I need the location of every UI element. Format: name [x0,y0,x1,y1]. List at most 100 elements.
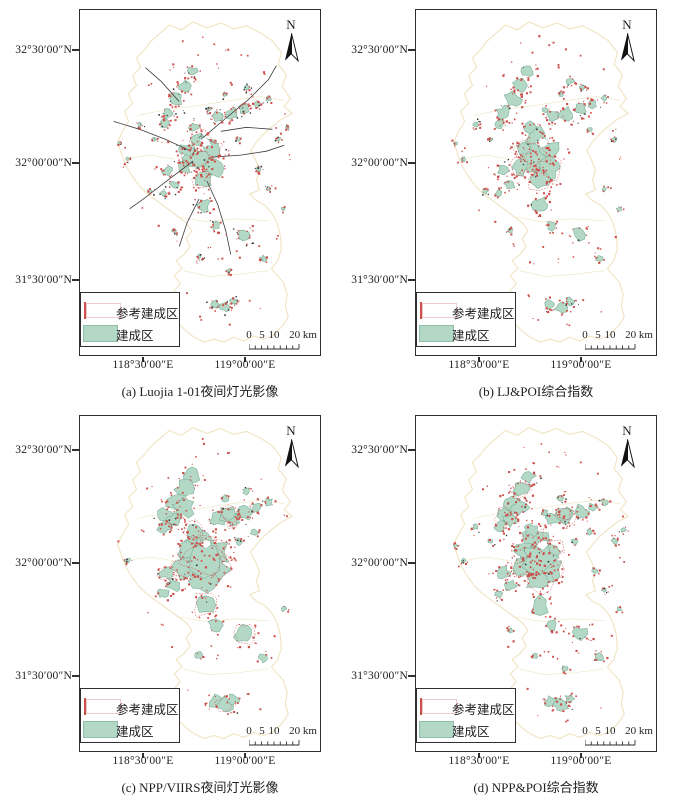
latitude-label: 32°00′00″N [351,557,408,569]
scale-ruler [249,344,300,350]
latitude-label: 32°30′00″N [15,44,72,56]
latitude-label: 32°30′00″N [351,44,408,56]
map-canvas-npp-poi [452,427,629,739]
latitude-tick [72,162,79,164]
map-panel-d: 32°30′00″N 32°00′00″N 31°30′00″N N 参考建成区 [336,406,675,802]
legend-row-reference: 参考建成区 [81,698,179,718]
longitude-tick [244,752,246,758]
longitude-label: 119°00′00″E [214,359,276,371]
latitude-tick [72,279,79,281]
reference-builtup-swatch [422,303,457,318]
builtup-swatch [419,325,454,342]
longitude-tick [478,356,480,362]
north-label: N [286,17,296,32]
latitude-label: 31°30′00″N [351,670,408,682]
latitude-label: 31°30′00″N [15,274,72,286]
latitude-label: 31°30′00″N [351,274,408,286]
scale-label: 10 [268,329,280,341]
latitude-label: 32°00′00″N [351,157,408,169]
reference-builtup-swatch [422,699,457,714]
latitude-label: 32°30′00″N [15,444,72,456]
map-legend: 参考建成区 建成区 [80,292,180,347]
scale-label: 10 [268,725,280,737]
legend-label: 建成区 [452,329,490,343]
longitude-tick [142,752,144,758]
scale-label: 10 [604,725,616,737]
map-legend: 参考建成区 建成区 [416,688,516,743]
longitude-label: 119°00′00″E [214,755,276,767]
scale-label: 20 km [625,329,653,341]
latitude-tick [72,562,79,564]
longitude-label: 118°30′00″E [448,755,510,767]
scale-label: 5 [259,329,265,341]
legend-label: 参考建成区 [116,307,179,321]
north-label: N [622,423,632,438]
reference-red-tick [420,302,423,319]
scale-ruler [585,740,636,746]
longitude-tick [142,356,144,362]
map-canvas-luojia [113,21,293,343]
reference-builtup-swatch [86,699,121,714]
panel-caption: (d) NPP&POI综合指数 [473,780,599,795]
latitude-tick [408,449,415,451]
reference-red-tick [84,698,87,715]
latitude-tick [72,449,79,451]
map-canvas-lj-poi [451,21,629,343]
legend-row-reference: 参考建成区 [417,302,515,322]
latitude-label: 31°30′00″N [15,670,72,682]
longitude-label: 118°30′00″E [448,359,510,371]
north-arrow: N [612,18,642,68]
north-arrow: N [612,424,642,474]
scale-label: 20 km [625,725,653,737]
latitude-label: 32°00′00″N [15,157,72,169]
scale-label: 10 [604,329,616,341]
legend-row-builtup: 建成区 [81,324,179,344]
map-legend: 参考建成区 建成区 [416,292,516,347]
panel-caption: (a) Luojia 1-01夜间灯光影像 [121,384,279,399]
scale-label: 5 [259,725,265,737]
latitude-tick [408,675,415,677]
scale-ruler [585,344,636,350]
scale-label: 20 km [289,725,317,737]
north-arrow-icon [284,439,299,469]
scale-ruler [249,740,300,746]
latitude-tick [408,562,415,564]
longitude-tick [580,752,582,758]
latitude-tick [408,279,415,281]
builtup-swatch [83,721,118,738]
map-canvas-npp-viirs [117,427,293,739]
scale-label: 0 [582,725,588,737]
latitude-tick [408,162,415,164]
north-label: N [622,17,632,32]
longitude-label: 119°00′00″E [550,359,612,371]
latitude-label: 32°00′00″N [15,557,72,569]
scale-label: 0 [246,725,252,737]
legend-row-builtup: 建成区 [417,720,515,740]
panel-caption: (b) LJ&POI综合指数 [478,384,594,399]
map-frame: N 参考建成区 建成区 0 5 10 [415,415,657,752]
legend-label: 参考建成区 [116,703,179,717]
latitude-label: 32°30′00″N [351,444,408,456]
legend-label: 建成区 [452,725,490,739]
map-frame: N 参考建成区 建成区 0 5 10 [79,415,321,752]
reference-red-tick [84,302,87,319]
scale-label: 20 km [289,329,317,341]
map-frame: N 参考建成区 建成区 0 5 10 [415,9,657,356]
north-arrow: N [276,424,306,474]
scale-bar: 0 5 10 20 km [577,725,653,749]
latitude-tick [408,49,415,51]
map-frame: N 参考建成区 建成区 0 5 10 [79,9,321,356]
reference-red-tick [420,698,423,715]
north-arrow-icon [620,439,635,469]
builtup-swatch [83,325,118,342]
latitude-tick [72,675,79,677]
longitude-label: 119°00′00″E [550,755,612,767]
panel-caption: (c) NPP/VIIRS夜间灯光影像 [121,780,279,795]
longitude-tick [244,356,246,362]
scale-bar: 0 5 10 20 km [577,329,653,353]
reference-builtup-swatch [86,303,121,318]
north-arrow: N [276,18,306,68]
legend-row-builtup: 建成区 [81,720,179,740]
north-label: N [286,423,296,438]
map-panel-a: 32°30′00″N 32°00′00″N 31°30′00″N N 参考建成区 [0,0,337,404]
